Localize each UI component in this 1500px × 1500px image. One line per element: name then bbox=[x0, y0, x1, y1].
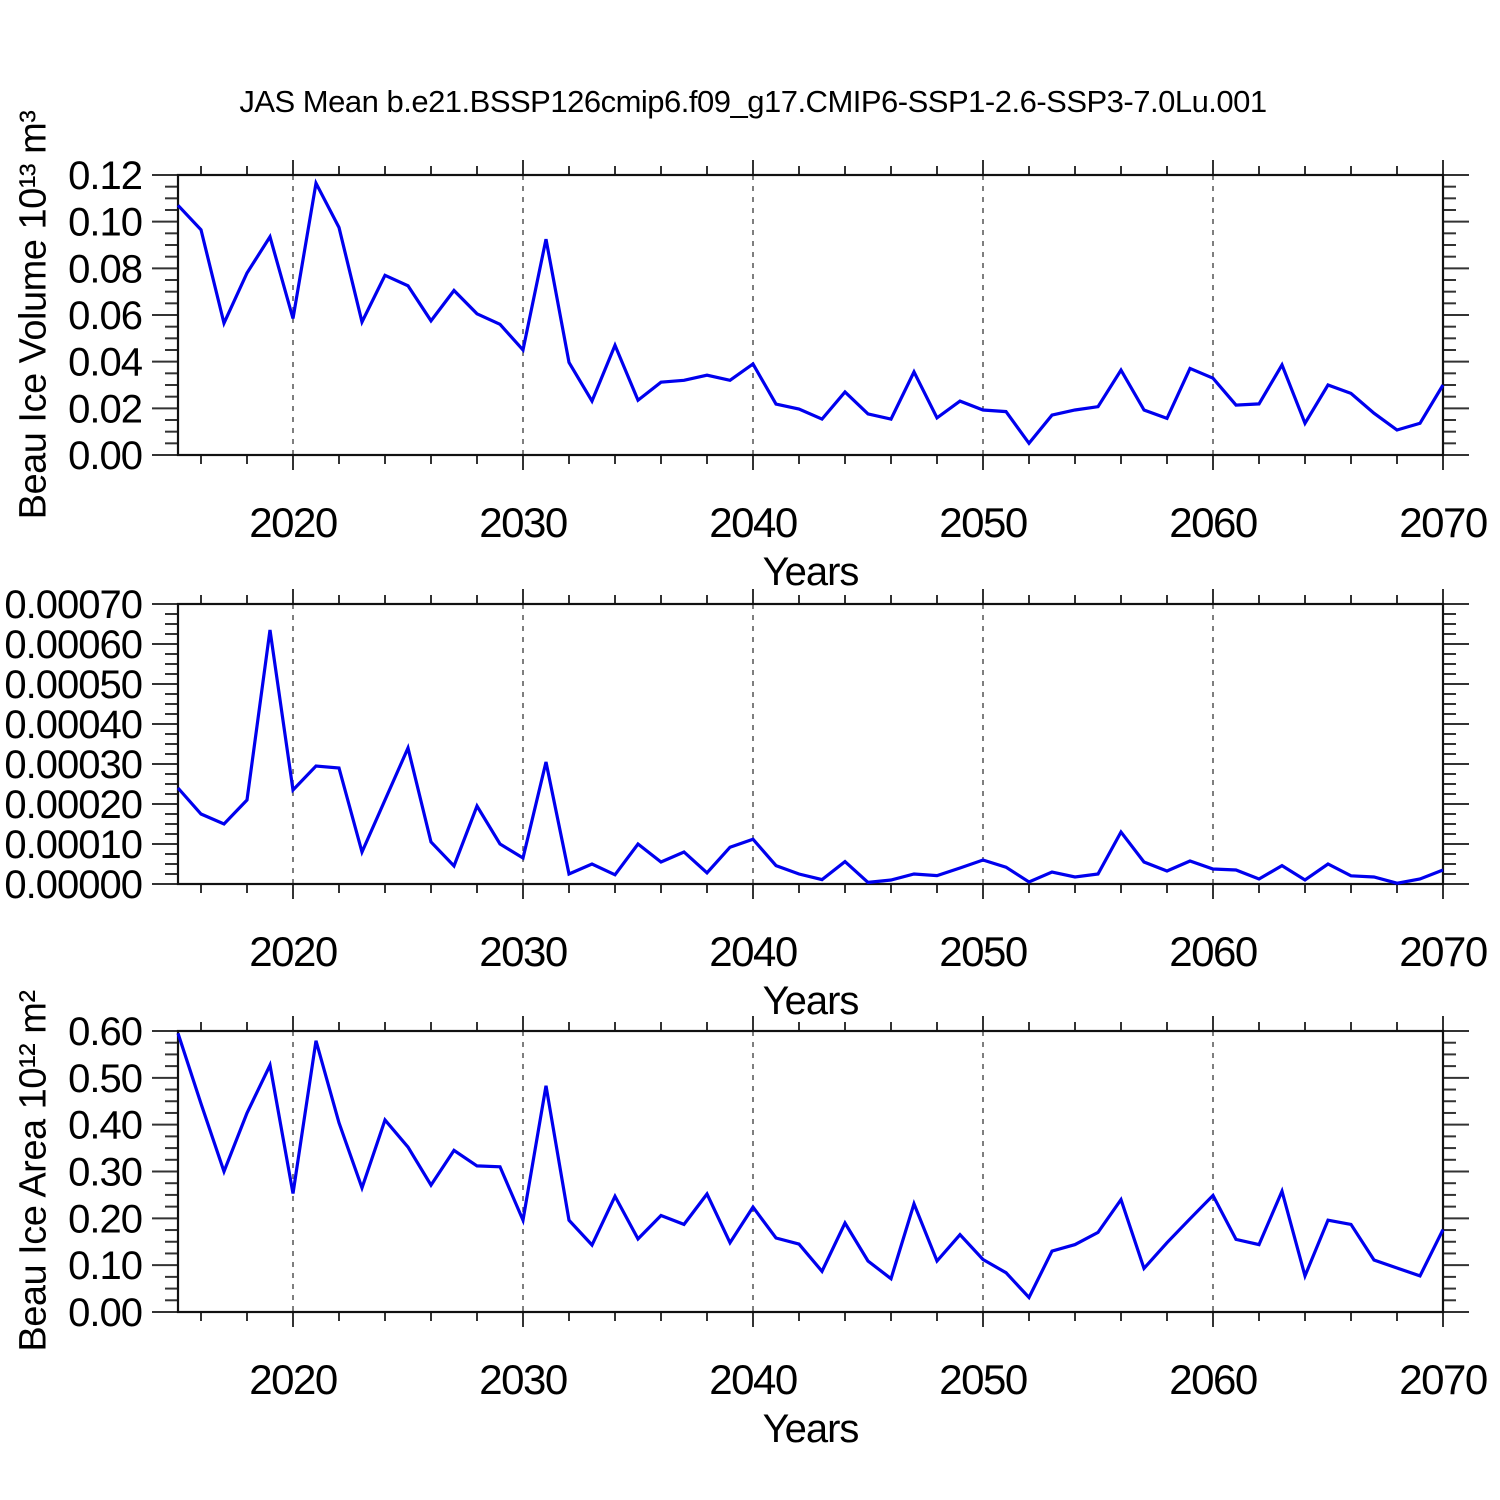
x-axis-title: Years bbox=[763, 979, 859, 1023]
x-tick-label: 2060 bbox=[1169, 499, 1257, 546]
y-tick-label: 0.10 bbox=[68, 201, 142, 245]
x-tick-label: 2070 bbox=[1399, 499, 1487, 546]
y-tick-label: 0.20 bbox=[68, 1197, 142, 1241]
x-tick-label: 2070 bbox=[1399, 1356, 1487, 1403]
x-tick-label: 2050 bbox=[939, 499, 1027, 546]
panel-beau-ice-volume: 0.000.020.040.060.080.100.12 2020 2030 2040… bbox=[68, 154, 1488, 594]
x-axis-title: Years bbox=[763, 550, 859, 594]
y-tick-label: 0.30 bbox=[68, 1151, 142, 1195]
y-axis-label-area: Beau Ice Area 10¹² m² bbox=[12, 990, 55, 1352]
y-tick-label: 0.02 bbox=[68, 387, 142, 431]
y-tick-label: 0.00020 bbox=[4, 783, 142, 827]
x-tick-label: 2020 bbox=[249, 1356, 337, 1403]
axis-frame bbox=[176, 602, 1445, 886]
x-tick-label: 2020 bbox=[249, 499, 337, 546]
y-tick-label: 0.00040 bbox=[4, 703, 142, 747]
y-tick-label: 0.00060 bbox=[4, 623, 142, 667]
beau-ice-middle-series-line bbox=[176, 629, 1444, 885]
x-tick-label: 2030 bbox=[479, 1356, 567, 1403]
x-tick-label: 2020 bbox=[249, 928, 337, 975]
x-tick-label: 2030 bbox=[479, 499, 567, 546]
y-tick-label: 0.50 bbox=[68, 1057, 142, 1101]
y-tick-label: 0.06 bbox=[68, 294, 142, 338]
y-tick-label: 0.04 bbox=[68, 341, 143, 385]
x-tick-label: 2040 bbox=[709, 928, 797, 975]
x-tick-label: 2040 bbox=[709, 499, 797, 546]
y-axis-label-volume: Beau Ice Volume 10¹³ m³ bbox=[12, 110, 55, 520]
x-tick-label: 2050 bbox=[939, 1356, 1027, 1403]
x-tick-label: 2030 bbox=[479, 928, 567, 975]
y-tick-label: 0.08 bbox=[68, 247, 142, 291]
chart-title: JAS Mean b.e21.BSSP126cmip6.f09_g17.CMIP… bbox=[239, 84, 1267, 119]
y-tick-label: 0.00030 bbox=[4, 743, 142, 787]
axis-frame bbox=[176, 173, 1445, 457]
x-tick-label: 2040 bbox=[709, 1356, 797, 1403]
y-tick-label: 0.00000 bbox=[4, 863, 142, 907]
y-tick-label: 0.60 bbox=[68, 1010, 142, 1054]
x-tick-label: 2060 bbox=[1169, 928, 1257, 975]
beau-ice-volume-line bbox=[176, 178, 1445, 446]
y-tick-label: 0.00070 bbox=[4, 583, 142, 627]
x-tick-label: 2070 bbox=[1399, 928, 1487, 975]
x-tick-label: 2050 bbox=[939, 928, 1027, 975]
panel-beau-ice-middle-series: 0.000000.000100.000200.000300.000400.000… bbox=[4, 583, 1488, 1023]
beau-ice-area-line bbox=[176, 1032, 1445, 1301]
panel-beau-ice-area: 0.000.100.200.300.400.500.60 2020 2030 2040… bbox=[68, 1010, 1488, 1451]
x-axis-title: Years bbox=[763, 1407, 859, 1451]
y-tick-label: 0.00010 bbox=[4, 823, 142, 867]
y-tick-label: 0.00 bbox=[68, 434, 142, 478]
y-tick-label: 0.10 bbox=[68, 1244, 142, 1288]
y-tick-label: 0.40 bbox=[68, 1104, 142, 1148]
y-tick-label: 0.12 bbox=[68, 154, 142, 198]
x-tick-label: 2060 bbox=[1169, 1356, 1257, 1403]
axis-frame bbox=[176, 1029, 1445, 1314]
y-tick-label: 0.00050 bbox=[4, 663, 142, 707]
y-tick-label: 0.00 bbox=[68, 1291, 142, 1335]
